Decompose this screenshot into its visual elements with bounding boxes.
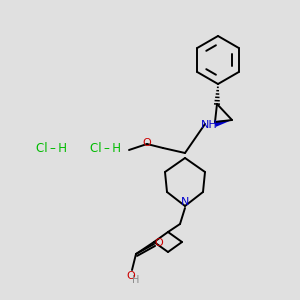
Text: NH: NH xyxy=(201,120,218,130)
Text: O: O xyxy=(142,138,152,148)
Text: O: O xyxy=(154,238,164,248)
Text: Cl – H: Cl – H xyxy=(37,142,68,154)
Text: O: O xyxy=(127,271,135,281)
Text: Cl – H: Cl – H xyxy=(89,142,121,154)
Text: N: N xyxy=(181,197,189,207)
Polygon shape xyxy=(214,120,232,127)
Text: H: H xyxy=(132,275,140,285)
